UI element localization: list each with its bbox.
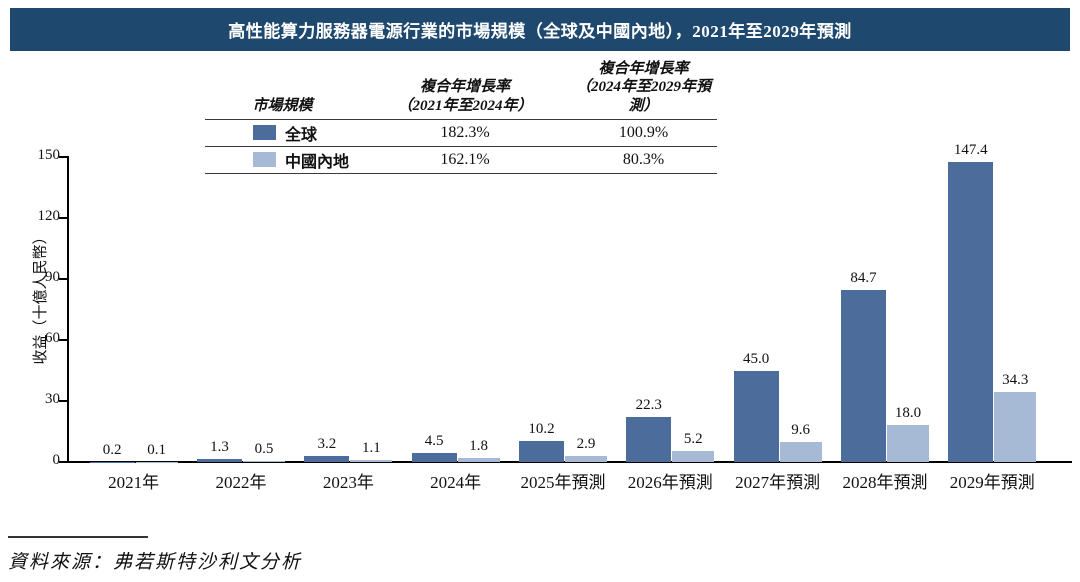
legend-row-china: 中國內地 162.1% 80.3% — [205, 145, 717, 173]
bar-value-label: 18.0 — [894, 405, 922, 422]
bar-china-3: 1.1 — [350, 440, 393, 462]
bar-value-label: 2.9 — [576, 436, 596, 453]
bar-global-4: 4.5 — [411, 433, 457, 462]
bar-value-label: 1.3 — [210, 439, 229, 456]
category-label-3: 2023年 — [322, 473, 374, 492]
bar-china-7: 9.6 — [779, 422, 822, 462]
y-tick-label: 150 — [37, 147, 61, 163]
y-tick-label: 90 — [45, 269, 60, 285]
source-divider — [8, 536, 148, 538]
global-cagr-2024-2029: 100.9% — [618, 123, 669, 141]
bar-value-label: 22.3 — [635, 396, 662, 413]
source-note: 資料來源：弗若斯特沙利文分析 — [8, 551, 303, 573]
bar-group-3: 3.2 1.1 — [295, 157, 402, 462]
category-label-4: 2024年 — [430, 473, 482, 492]
legend-header-cagr1-line1: 複合年增長率 — [419, 79, 510, 96]
bar-group-1: 0.2 0.1 — [80, 157, 187, 462]
legend-table-header: 市場規模 複合年增長率 （2021年至2024年） 複合年增長率 （2024年至… — [205, 60, 717, 119]
bar-value-label: 1.8 — [469, 438, 489, 455]
bar-value-label: 84.7 — [850, 269, 877, 286]
bar-value-label: 4.5 — [424, 432, 444, 449]
bar-value-label: 3.2 — [317, 435, 337, 452]
bar-group-9: 147.4 34.3 — [939, 142, 1046, 462]
bar-global-3: 3.2 — [304, 436, 350, 462]
bar-global-7: 45.0 — [733, 351, 779, 462]
bar-value-label: 5.2 — [683, 431, 703, 448]
bar-value-label: 147.4 — [953, 142, 988, 159]
y-tick-label: 60 — [45, 330, 60, 346]
global-cagr-2021-2024: 182.3% — [440, 123, 490, 141]
legend-header-cagr1-line2: （2021年至2024年） — [397, 97, 533, 114]
legend-header-cagr-2021-2024: 複合年增長率 （2021年至2024年） — [360, 78, 570, 115]
y-axis-line — [67, 156, 69, 463]
chart-title: 高性能算力服務器電源行業的市場規模（全球及中國內地），2021年至2029年預測 — [228, 22, 852, 41]
bar-group-5: 10.2 2.9 — [509, 157, 616, 462]
bar-global-9: 147.4 — [948, 142, 994, 462]
legend-header-cagr2-line2: （2024年至2029年預測） — [575, 79, 711, 114]
bar-group-6: 22.3 5.2 — [617, 157, 724, 462]
bar-value-label: 9.6 — [791, 422, 810, 439]
chart-title-bar: 高性能算力服務器電源行業的市場規模（全球及中國內地），2021年至2029年預測 — [10, 8, 1070, 51]
china-series-swatch-icon — [253, 152, 276, 168]
bar-china-4: 1.8 — [457, 438, 500, 462]
bar-group-4: 4.5 1.8 — [402, 157, 509, 462]
y-tick-label: 0 — [52, 452, 61, 468]
global-series-label: 全球 — [285, 126, 318, 144]
bar-group-2: 1.3 0.5 — [187, 157, 294, 462]
x-axis-category-labels: 2021年 2022年 2023年 2024年 2025年預測 2026年預測 2027年預… — [68, 468, 1072, 493]
bar-china-9: 34.3 — [994, 372, 1037, 462]
bar-global-8: 84.7 — [840, 270, 886, 462]
china-cagr-2021-2024: 162.1% — [440, 150, 490, 168]
bar-china-6: 5.2 — [672, 431, 715, 462]
y-tick-mark — [59, 156, 67, 158]
category-label-8: 2028年預測 — [842, 473, 928, 492]
bar-value-label: 10.2 — [528, 421, 555, 438]
legend-header-cagr-2024-2029: 複合年增長率 （2024年至2029年預測） — [570, 60, 717, 115]
category-label-2: 2022年 — [215, 473, 267, 492]
legend-header-cagr2-line1: 複合年增長率 — [598, 61, 689, 77]
y-tick-mark — [59, 339, 67, 341]
bar-value-label: 0.5 — [254, 440, 274, 457]
y-tick-mark — [59, 461, 67, 463]
y-tick-mark — [59, 400, 67, 402]
category-label-9: 2029年預測 — [949, 473, 1035, 492]
y-tick-label: 30 — [45, 391, 60, 407]
bar-value-label: 1.1 — [361, 439, 381, 456]
x-axis-line — [67, 461, 1072, 463]
bar-global-6: 22.3 — [626, 397, 672, 462]
bar-group-8: 84.7 18.0 — [831, 157, 938, 462]
bar-china-2: 0.5 — [242, 441, 285, 462]
bar-value-label: 34.3 — [1002, 372, 1029, 389]
y-tick-label: 120 — [37, 208, 61, 224]
legend-header-market-size: 市場規模 — [252, 97, 313, 114]
category-label-5: 2025年預測 — [520, 473, 606, 492]
bar-global-2: 1.3 — [196, 439, 242, 462]
y-axis-title: 收益（十億人民幣） — [33, 229, 49, 365]
bar-value-label: 45.0 — [743, 350, 770, 367]
y-tick-mark — [59, 278, 67, 280]
plot-area: 0.2 0.1 1.3 0.5 3.2 1.1 4.5 1.8 10.2 2.9 22.3 5.2 45… — [68, 142, 1072, 462]
china-series-label: 中國內地 — [285, 153, 350, 171]
bar-china-8: 18.0 — [886, 405, 929, 462]
category-label-7: 2027年預測 — [735, 473, 821, 492]
category-label-1: 2021年 — [108, 473, 160, 492]
category-label-6: 2026年預測 — [627, 473, 713, 492]
bar-group-7: 45.0 9.6 — [724, 157, 831, 462]
y-tick-mark — [59, 217, 67, 219]
bar-global-5: 10.2 — [518, 421, 564, 462]
bar-china-5: 2.9 — [564, 436, 607, 462]
china-cagr-2024-2029: 80.3% — [622, 150, 665, 168]
bar-value-label: 0.2 — [102, 441, 122, 458]
bar-value-label: 0.1 — [147, 441, 167, 458]
legend-row-global: 全球 182.3% 100.9% — [205, 118, 717, 146]
global-series-swatch-icon — [253, 125, 276, 141]
legend-table: 市場規模 複合年增長率 （2021年至2024年） 複合年增長率 （2024年至… — [205, 60, 717, 174]
source-block: 資料來源：弗若斯特沙利文分析 — [8, 536, 302, 574]
